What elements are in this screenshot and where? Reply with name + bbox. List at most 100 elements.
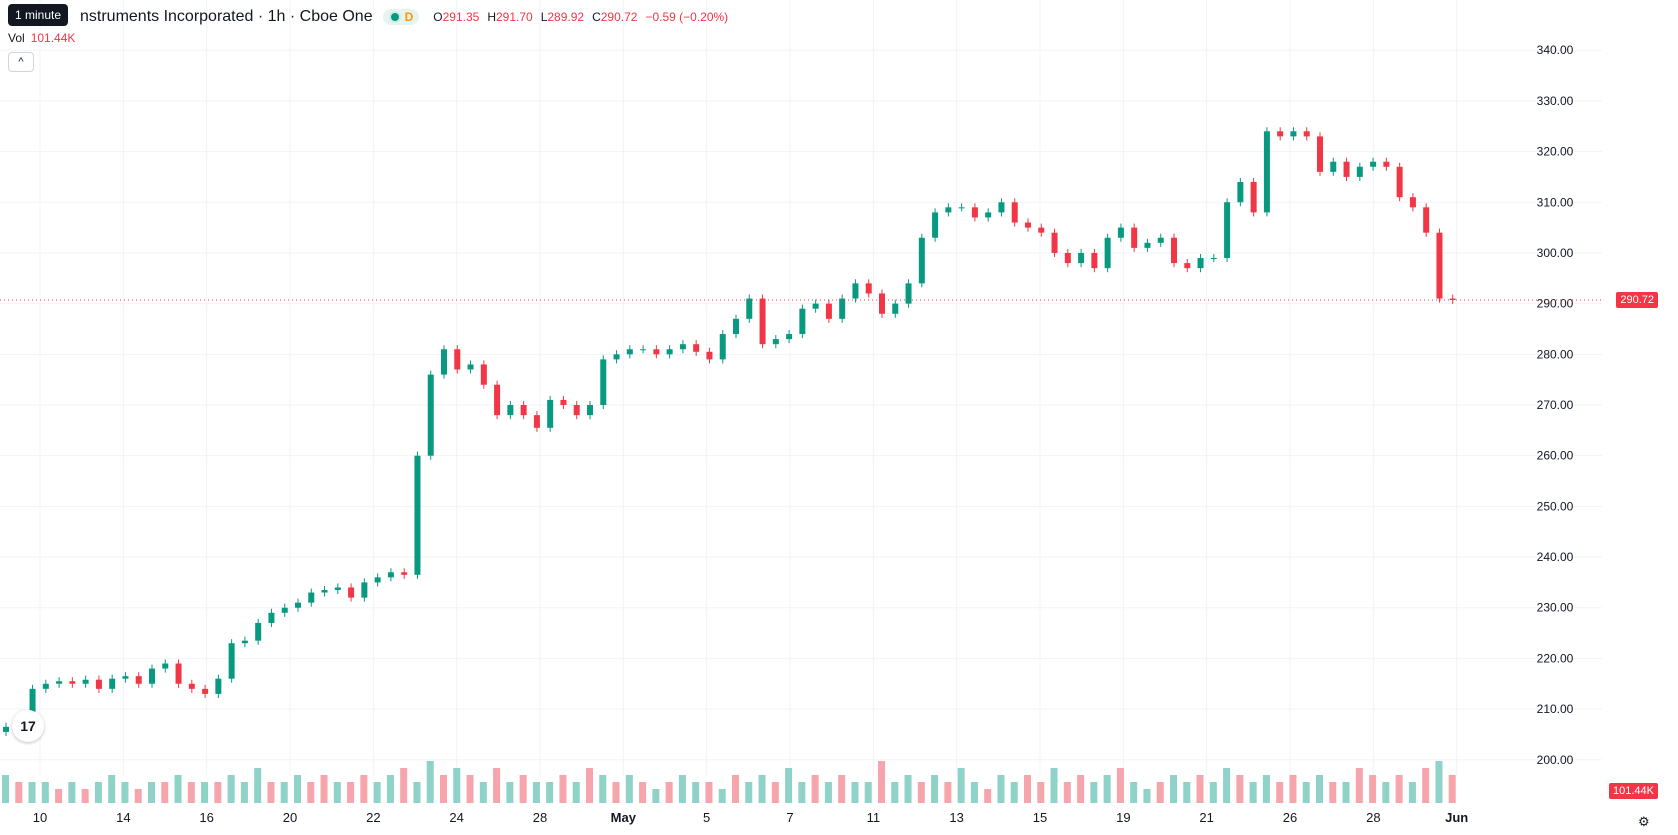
volume-bar — [1382, 782, 1390, 803]
candle-body — [149, 668, 155, 684]
volume-bar — [400, 768, 408, 803]
tradingview-logo-icon[interactable]: 17 — [12, 710, 44, 742]
volume-bar — [1249, 782, 1257, 803]
candle-body — [520, 405, 527, 416]
volume-bar — [705, 782, 713, 803]
status-dot-icon — [388, 11, 401, 23]
candle-body — [613, 354, 620, 360]
y-tick-label: 200.00 — [1537, 753, 1574, 767]
candle-body — [1184, 263, 1191, 269]
volume-bar — [1223, 768, 1231, 803]
volume-bar — [625, 775, 633, 803]
candle-body — [1317, 136, 1323, 172]
volume-bar — [347, 782, 355, 803]
candle-body — [1104, 237, 1111, 269]
volume-bar — [612, 782, 620, 803]
volume-bar — [493, 768, 501, 803]
candle-body — [467, 364, 474, 370]
volume-bar — [214, 782, 222, 803]
candle-body — [905, 283, 912, 304]
volume-bar — [519, 775, 527, 803]
candle-body — [441, 349, 447, 375]
candle-body — [122, 676, 129, 679]
candle-body — [507, 405, 514, 416]
volume-bar — [931, 775, 939, 803]
x-tick-label: 11 — [867, 810, 881, 825]
candle-body — [1370, 161, 1377, 167]
x-tick-label: 24 — [449, 810, 463, 825]
candle-body — [82, 679, 89, 684]
volume-bar — [732, 775, 739, 803]
volume-tag: 101.44K — [1609, 783, 1658, 799]
candle-body — [679, 344, 686, 350]
candle-body — [1409, 197, 1416, 208]
volume-bar — [174, 775, 182, 803]
volume-bar — [745, 782, 753, 803]
x-tick-label: 28 — [533, 810, 547, 825]
volume-bar — [320, 775, 328, 803]
volume-bar — [1435, 761, 1443, 803]
volume-bar — [785, 768, 793, 803]
market-status[interactable]: D — [382, 9, 420, 25]
volume-bar — [108, 775, 116, 803]
candle-body — [361, 582, 368, 598]
candle-body — [427, 374, 434, 456]
volume-bar — [1329, 782, 1337, 803]
volume-bar — [997, 775, 1005, 803]
volume-bar — [41, 782, 49, 803]
candle-body — [547, 399, 554, 428]
candle-body — [1131, 227, 1138, 248]
candle-body — [29, 688, 36, 722]
close-label: C — [592, 10, 601, 24]
volume-bar — [917, 782, 925, 803]
volume-bar — [811, 775, 819, 803]
settings-icon[interactable]: ⚙ — [1638, 814, 1650, 829]
candle-body — [3, 726, 9, 732]
candle-body — [135, 676, 142, 684]
candle-body — [56, 681, 63, 684]
candle-body — [746, 298, 753, 319]
volume-bar — [864, 782, 872, 803]
volume-bar — [1037, 782, 1045, 803]
x-tick-label: 15 — [1033, 810, 1047, 825]
volume-bar — [1063, 782, 1071, 803]
candle-body — [1038, 227, 1045, 233]
candle-body — [733, 318, 739, 335]
candle-body — [494, 384, 501, 416]
volume-bar — [771, 782, 779, 803]
candle-body — [1383, 161, 1390, 167]
candle-body — [1303, 131, 1310, 137]
volume-bar — [1395, 775, 1403, 803]
volume-bar — [440, 775, 447, 803]
collapse-legend-button[interactable]: ^ — [8, 52, 34, 72]
volume-bar — [1024, 775, 1031, 803]
volume-bar — [201, 782, 209, 803]
volume-bar — [333, 782, 341, 803]
volume-bar — [1143, 789, 1151, 803]
candle-body — [971, 207, 978, 218]
volume-bar — [878, 761, 885, 803]
candle-body — [533, 415, 540, 428]
volume-bar — [1209, 782, 1217, 803]
volume-value: 101.44K — [30, 31, 76, 45]
volume-bar — [267, 782, 275, 803]
volume-bar — [1196, 775, 1204, 803]
volume-bar — [386, 775, 394, 803]
candle-body — [693, 344, 700, 352]
candle-body — [812, 303, 819, 309]
candle-body — [321, 590, 328, 593]
volume-bar — [466, 775, 474, 803]
volume-bar — [1156, 782, 1164, 803]
volume-bar — [559, 775, 567, 803]
candle-body — [308, 592, 315, 603]
volume-bar — [1236, 775, 1244, 803]
volume-bar — [572, 782, 580, 803]
y-tick-label: 220.00 — [1537, 651, 1574, 665]
symbol-title[interactable]: nstruments Incorporated · 1h · Cboe One — [80, 8, 373, 25]
close-value: 290.72 — [600, 10, 638, 24]
y-tick-label: 240.00 — [1537, 550, 1574, 564]
volume-bar — [1448, 775, 1456, 803]
candle-body — [1250, 181, 1257, 213]
